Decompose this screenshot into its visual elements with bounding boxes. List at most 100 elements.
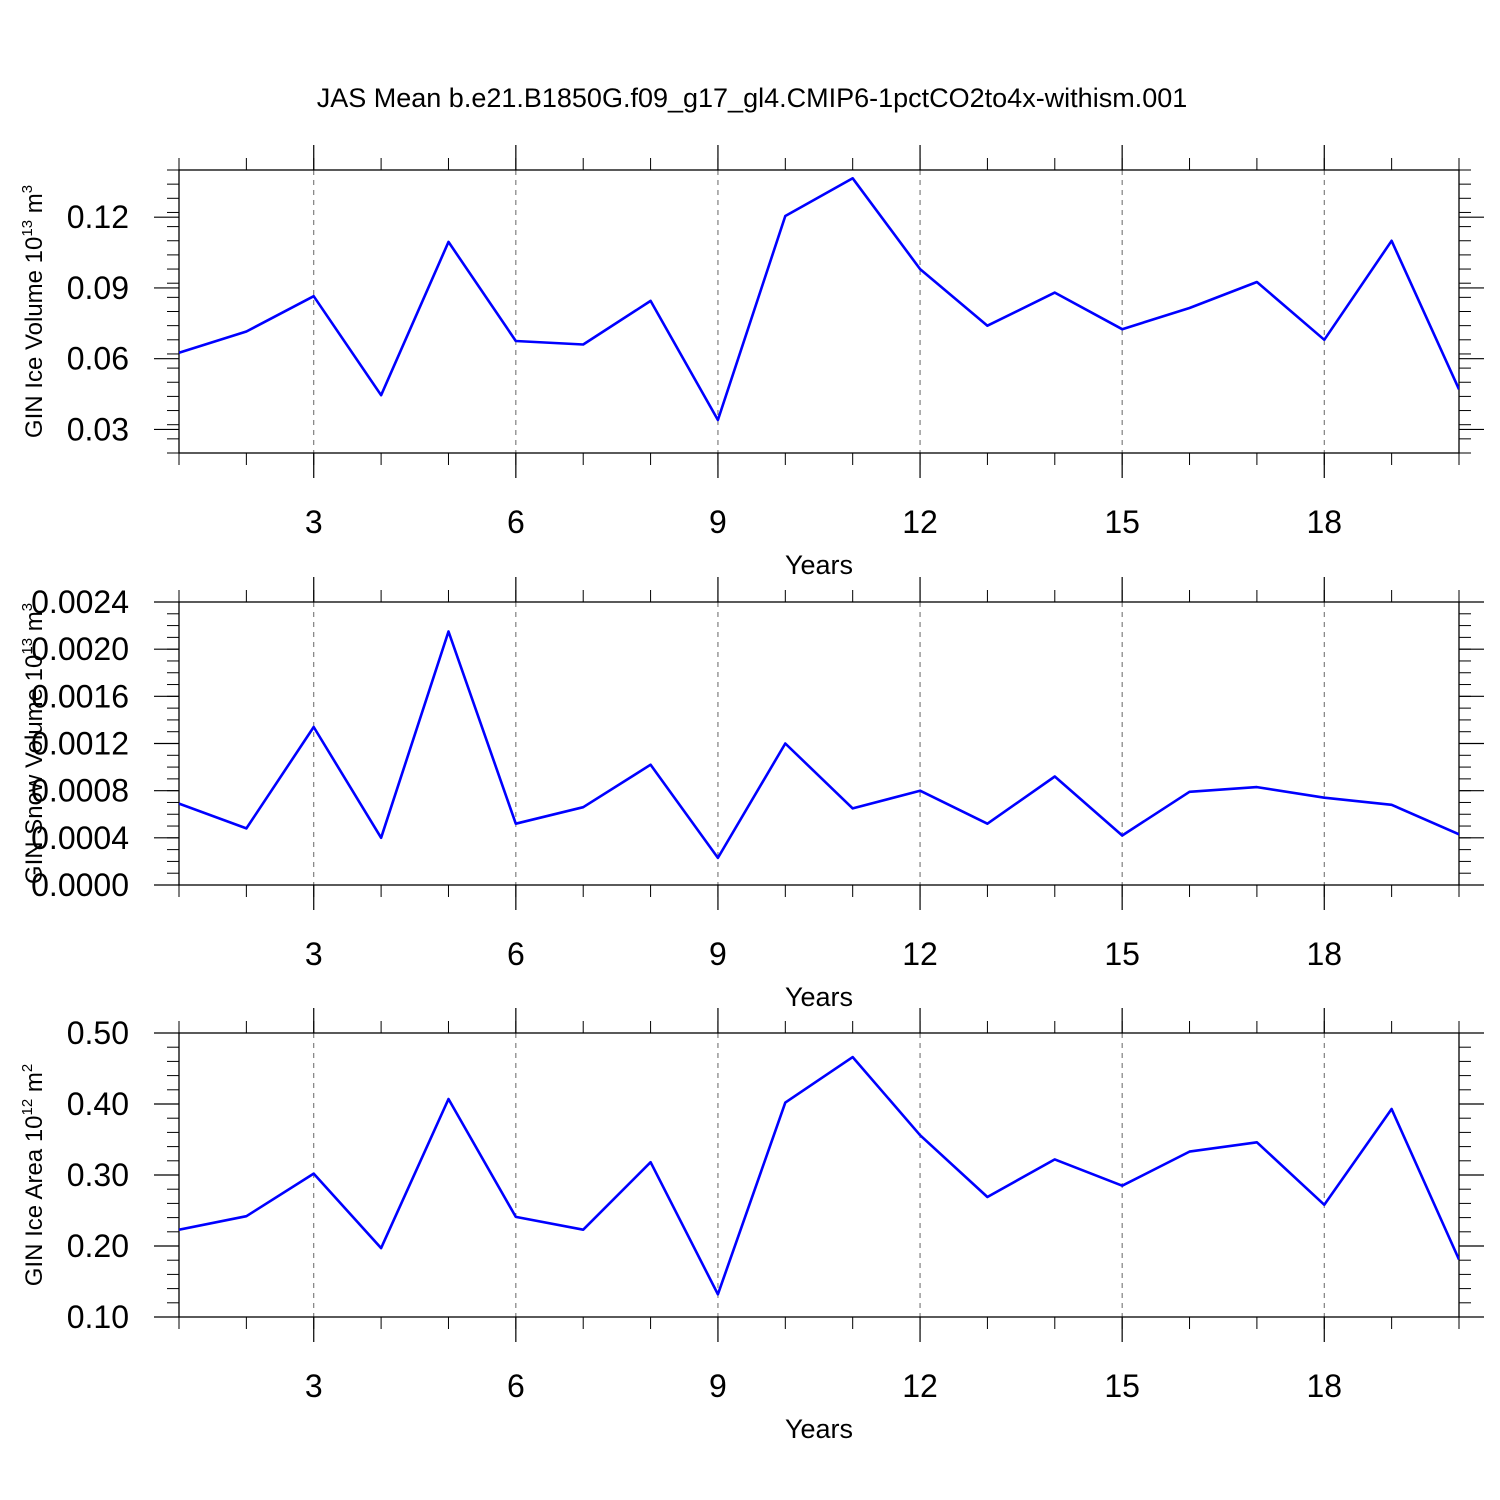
data-point	[244, 1214, 248, 1218]
data-point	[918, 267, 922, 271]
data-point	[1457, 1257, 1461, 1261]
data-point	[918, 789, 922, 793]
data-point	[1322, 1203, 1326, 1207]
y-axis-title: GIN Ice Area 1012 m2	[19, 1064, 48, 1286]
y-tick-label: 0.0016	[31, 678, 129, 714]
x-axis-title: Years	[785, 1414, 853, 1444]
data-point	[1390, 803, 1394, 807]
x-tick-label: 6	[507, 1368, 525, 1404]
y-tick-label: 0.0024	[31, 584, 129, 620]
y-tick-label: 0.40	[67, 1086, 129, 1122]
data-point	[649, 299, 653, 303]
x-tick-label: 3	[305, 936, 323, 972]
data-point	[1120, 833, 1124, 837]
data-point	[379, 393, 383, 397]
data-point	[716, 856, 720, 860]
series-line	[179, 1055, 1459, 1296]
x-tick-label: 3	[305, 1368, 323, 1404]
data-point	[783, 214, 787, 218]
y-tick-label: 0.06	[67, 341, 129, 377]
x-tick-label: 18	[1306, 504, 1342, 540]
data-point	[1322, 796, 1326, 800]
data-point	[1457, 387, 1461, 391]
y-tick-label: 0.0000	[31, 867, 129, 903]
y-tick-label: 0.10	[67, 1299, 129, 1335]
data-point	[446, 240, 450, 244]
x-tick-label: 18	[1306, 936, 1342, 972]
data-point	[1120, 1184, 1124, 1188]
data-point	[985, 822, 989, 826]
series-line	[179, 630, 1459, 860]
x-tick-label: 6	[507, 504, 525, 540]
plot-frame	[178, 1032, 1460, 1318]
y-tick-label: 0.30	[67, 1157, 129, 1193]
y-tick-label: 0.0012	[31, 726, 129, 762]
data-point	[1322, 338, 1326, 342]
x-tick-label: 15	[1104, 1368, 1140, 1404]
data-point	[1255, 1140, 1259, 1144]
data-point	[514, 1215, 518, 1219]
data-point	[1457, 832, 1461, 836]
data-point	[244, 330, 248, 334]
panel-ice-volume: 3 6 9 12 15 18 0.03 0.06 0.09 0.12 Years GIN Ice Vo…	[19, 145, 1484, 580]
data-point	[379, 1246, 383, 1250]
data-point	[851, 176, 855, 180]
data-point	[649, 763, 653, 767]
x-tick-label: 12	[902, 936, 938, 972]
y-axis-title: GIN Ice Volume 1013 m3	[19, 185, 48, 438]
x-tick-label: 15	[1104, 936, 1140, 972]
data-point	[581, 1228, 585, 1232]
data-point	[1188, 306, 1192, 310]
x-tick-label: 9	[709, 936, 727, 972]
y-tick-label: 0.20	[67, 1228, 129, 1264]
chart-title: JAS Mean b.e21.B1850G.f09_g17_gl4.CMIP6-…	[317, 83, 1188, 113]
data-point	[446, 1097, 450, 1101]
data-point	[312, 1172, 316, 1176]
data-point	[177, 351, 181, 355]
panel-snow-volume: 3 6 9 12 15 18 0.0000 0.0004 0.0008 0.0012 0.0016 0…	[19, 577, 1484, 1012]
data-point	[1120, 327, 1124, 331]
data-point	[1188, 1150, 1192, 1154]
data-point	[446, 629, 450, 633]
data-point	[1255, 280, 1259, 284]
panel-ice-area: 3 6 9 12 15 18 0.10 0.20 0.30 0.40 0.50 Years GIN Ic…	[19, 1008, 1484, 1444]
data-point	[244, 826, 248, 830]
data-point	[1053, 291, 1057, 295]
y-tick-label: 0.0004	[31, 820, 129, 856]
data-point	[716, 1292, 720, 1296]
data-point	[716, 418, 720, 422]
data-point	[1053, 775, 1057, 779]
data-point	[1390, 1107, 1394, 1111]
data-point	[379, 836, 383, 840]
data-point	[581, 805, 585, 809]
y-axis-title: GIN Snow Volume 1013 m3	[19, 603, 48, 884]
x-tick-label: 15	[1104, 504, 1140, 540]
data-point	[918, 1133, 922, 1137]
data-point	[581, 343, 585, 347]
data-point	[514, 339, 518, 343]
y-tick-label: 0.50	[67, 1015, 129, 1051]
data-point	[783, 1101, 787, 1105]
x-tick-label: 9	[709, 1368, 727, 1404]
data-point	[851, 1055, 855, 1059]
plot-frame	[178, 169, 1460, 454]
y-tick-label: 0.0020	[31, 631, 129, 667]
data-point	[985, 324, 989, 328]
data-point	[312, 294, 316, 298]
data-point	[1053, 1157, 1057, 1161]
x-tick-label: 12	[902, 504, 938, 540]
data-point	[783, 742, 787, 746]
x-tick-label: 12	[902, 1368, 938, 1404]
plot-frame	[178, 601, 1460, 886]
data-point	[514, 822, 518, 826]
data-point	[851, 806, 855, 810]
y-tick-label: 0.12	[67, 199, 129, 235]
x-tick-label: 9	[709, 504, 727, 540]
y-tick-label: 0.0008	[31, 773, 129, 809]
x-axis-title: Years	[785, 982, 853, 1012]
data-point	[985, 1195, 989, 1199]
x-tick-label: 18	[1306, 1368, 1342, 1404]
series-line	[179, 177, 1459, 422]
data-point	[177, 1228, 181, 1232]
